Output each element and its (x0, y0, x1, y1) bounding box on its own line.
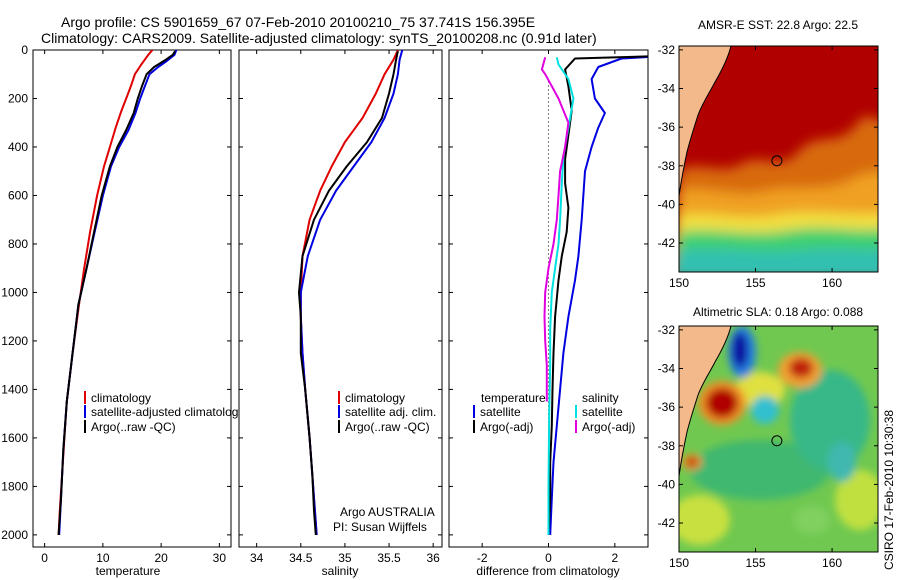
series-line-salinity-argo-adj (540, 57, 570, 402)
map-x-tick-label: 155 (746, 556, 766, 570)
map-x-tick-label: 150 (669, 556, 689, 570)
y-tick-label: 600 (8, 188, 28, 202)
difference-panel: -2 0 2 difference from climatology tempera… (448, 49, 649, 578)
difference-legend: temperature satellite Argo(-adj) salinit… (473, 391, 635, 434)
difference-ticks: -2 0 2 (449, 49, 648, 565)
y-tick-label: 1000 (1, 285, 28, 299)
x-tick-label: 35 (338, 551, 352, 565)
x-tick-label: 0 (41, 551, 48, 565)
map-x-tick-label: 150 (669, 276, 689, 290)
map-y-tick-label: -42 (658, 516, 676, 530)
credit-owner: Argo AUSTRALIA (340, 505, 435, 519)
temperature-ticks: 0 10 20 30 0 200 400 600 800 1000 1200 1400 1600 1800… (1, 43, 231, 565)
sst-field (679, 46, 878, 272)
sst-map-ticks: 150 155 160 -32 -34 -36 -38 -40 -42 (658, 43, 878, 290)
legend-label-argo: Argo(..raw -QC) (91, 420, 176, 434)
y-tick-label: 1200 (1, 334, 28, 348)
legend-label-temp-satellite: satellite (480, 405, 521, 419)
map-y-tick-label: -40 (658, 477, 676, 491)
sla-map: Altimetric SLA: 0.18 Argo: 0.088 (658, 305, 879, 570)
legend-label-climatology: climatology (91, 391, 151, 405)
sst-map: AMSR-E SST: 22.8 Argo: 22.5 150 155 160 -32… (658, 18, 879, 290)
y-tick-label: 400 (8, 140, 28, 154)
map-y-tick-label: -38 (658, 439, 676, 453)
difference-xlabel: difference from climatology (476, 564, 619, 578)
x-tick-label: 20 (154, 551, 168, 565)
sla-coastline (679, 326, 732, 477)
legend-label-climatology: climatology (345, 391, 405, 405)
sst-land (679, 46, 731, 196)
y-tick-label: 800 (8, 237, 28, 251)
salinity-series (298, 50, 404, 535)
map-y-tick-label: -38 (658, 159, 676, 173)
legend-label-argo: Argo(..raw -QC) (345, 420, 430, 434)
y-tick-label: 1400 (1, 382, 28, 396)
sst-map-frame (678, 45, 879, 273)
y-tick-label: 2000 (1, 528, 28, 542)
legend-label-sal-argo: Argo(-adj) (582, 420, 635, 434)
legend-label-temp-argo: Argo(-adj) (480, 420, 533, 434)
x-tick-label: 2 (611, 551, 618, 565)
legend-header-salinity: salinity (582, 391, 619, 405)
credit-pi: PI: Susan Wijffels (333, 520, 427, 534)
difference-series (540, 55, 648, 535)
temperature-legend: climatology satellite-adjusted climatolo… (84, 391, 244, 434)
x-tick-label: -2 (477, 551, 488, 565)
x-tick-label: 0 (545, 551, 552, 565)
sla-map-ticks: 150 155 160 -32 -34 -36 -38 -40 -42 (658, 323, 878, 570)
map-y-tick-label: -34 (658, 81, 676, 95)
salinity-legend: climatology satellite adj. clim. Argo(..… (338, 391, 436, 434)
legend-header-temperature: temperature (481, 391, 546, 405)
y-tick-label: 0 (21, 43, 28, 57)
sst-coastline (679, 46, 732, 197)
x-tick-label: 36 (426, 551, 440, 565)
legend-label-satellite: satellite-adjusted climatology (91, 405, 244, 419)
temperature-panel: 0 10 20 30 0 200 400 600 800 1000 1200 1400 1600 1800… (1, 43, 244, 578)
map-y-tick-label: -42 (658, 236, 676, 250)
map-y-tick-label: -36 (658, 120, 676, 134)
temperature-xlabel: temperature (96, 564, 161, 578)
salinity-axes-box (238, 49, 443, 548)
series-line-temperature-argo-adj (547, 55, 648, 535)
sla-map-frame (678, 325, 879, 553)
y-tick-label: 1800 (1, 479, 28, 493)
map-x-tick-label: 160 (822, 556, 842, 570)
map-y-tick-label: -32 (658, 323, 676, 337)
x-tick-label: 34 (250, 551, 264, 565)
map-y-tick-label: -32 (658, 43, 676, 57)
x-tick-label: 35.5 (377, 551, 401, 565)
sla-field (679, 326, 878, 552)
salinity-ticks: 34 34.5 35 35.5 36 (239, 49, 442, 565)
temperature-axes-box (32, 49, 232, 548)
sla-argo-marker (771, 435, 783, 447)
legend-label-satellite: satellite adj. clim. (345, 405, 436, 419)
x-tick-label: 34.5 (289, 551, 313, 565)
series-line-temperature-satellite (549, 56, 648, 535)
temperature-series (57, 50, 178, 535)
sst-argo-marker (771, 155, 783, 167)
figure-title-line1: Argo profile: CS 5901659_67 07-Feb-2010 … (61, 14, 535, 30)
y-tick-label: 1600 (1, 431, 28, 445)
sla-map-title: Altimetric SLA: 0.18 Argo: 0.088 (693, 305, 863, 319)
legend-label-sal-satellite: satellite (582, 405, 623, 419)
map-x-tick-label: 155 (746, 276, 766, 290)
series-line-argo-raw-qc (57, 50, 176, 535)
sla-land (679, 326, 731, 476)
salinity-xlabel: salinity (322, 564, 359, 578)
x-tick-label: 10 (96, 551, 110, 565)
y-tick-label: 200 (8, 91, 28, 105)
series-line-salinity-satellite (547, 57, 575, 535)
series-line-argo-raw-qc (298, 50, 399, 535)
salinity-panel: 34 34.5 35 35.5 36 salinity climatology sate… (238, 49, 443, 578)
figure-title-line2: Climatology: CARS2009. Satellite-adjuste… (41, 30, 597, 46)
csiro-timestamp: CSIRO 17-Feb-2010 10:30:38 (882, 410, 896, 570)
map-y-tick-label: -40 (658, 197, 676, 211)
x-tick-label: 30 (213, 551, 227, 565)
map-y-tick-label: -34 (658, 361, 676, 375)
map-y-tick-label: -36 (658, 400, 676, 414)
sst-map-title: AMSR-E SST: 22.8 Argo: 22.5 (698, 18, 858, 32)
map-x-tick-label: 160 (822, 276, 842, 290)
